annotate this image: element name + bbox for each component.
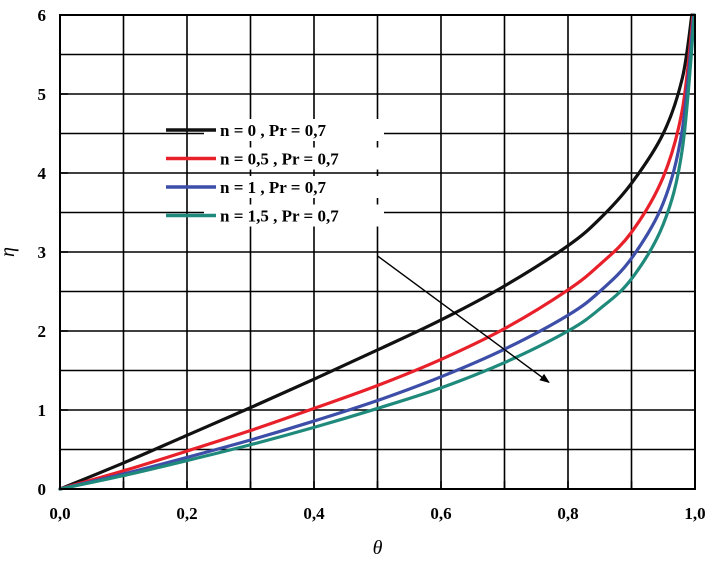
y-tick-label: 1 [38, 401, 47, 420]
legend-label-2: n = 1 , Pr = 0,7 [220, 178, 326, 197]
series-line-3 [58, 13, 696, 491]
x-axis-title: θ [373, 537, 383, 559]
x-tick-label: 1,0 [684, 504, 705, 523]
legend-label-3: n = 1,5 , Pr = 0,7 [220, 207, 339, 226]
series-layer [58, 13, 696, 491]
y-tick-label: 4 [38, 164, 47, 183]
series-line-0 [58, 13, 694, 491]
legend-label-0: n = 0 , Pr = 0,7 [220, 121, 326, 140]
x-tick-label: 0,6 [430, 504, 451, 523]
y-tick-label: 3 [38, 243, 47, 262]
y-axis-title: η [0, 247, 19, 257]
legend-bg [204, 147, 384, 170]
y-tick-label: 6 [38, 6, 47, 25]
x-tick-label: 0,4 [303, 504, 325, 523]
series-line-2 [58, 13, 696, 491]
legend-bg [204, 204, 384, 227]
x-tick-label: 0,8 [557, 504, 578, 523]
legend-label-1: n = 0,5 , Pr = 0,7 [220, 150, 339, 169]
y-tick-label: 0 [38, 480, 47, 499]
tick-layer: 0,0 0,2 0,4 0,6 0,8 1,0 0 1 2 3 4 5 6 [38, 6, 706, 523]
y-tick-label: 2 [38, 322, 47, 341]
trend-arrow [377, 255, 550, 383]
legend: n = 0 , Pr = 0,7 n = 0,5 , Pr = 0,7 n = 1 … [166, 119, 384, 227]
annotation-layer [377, 255, 550, 383]
legend-bg [204, 119, 384, 141]
x-tick-label: 0,0 [49, 504, 70, 523]
legend-bg [204, 176, 384, 198]
x-tick-label: 0,2 [176, 504, 197, 523]
grid [59, 14, 696, 490]
y-tick-label: 5 [38, 85, 47, 104]
series-line-1 [58, 13, 695, 491]
